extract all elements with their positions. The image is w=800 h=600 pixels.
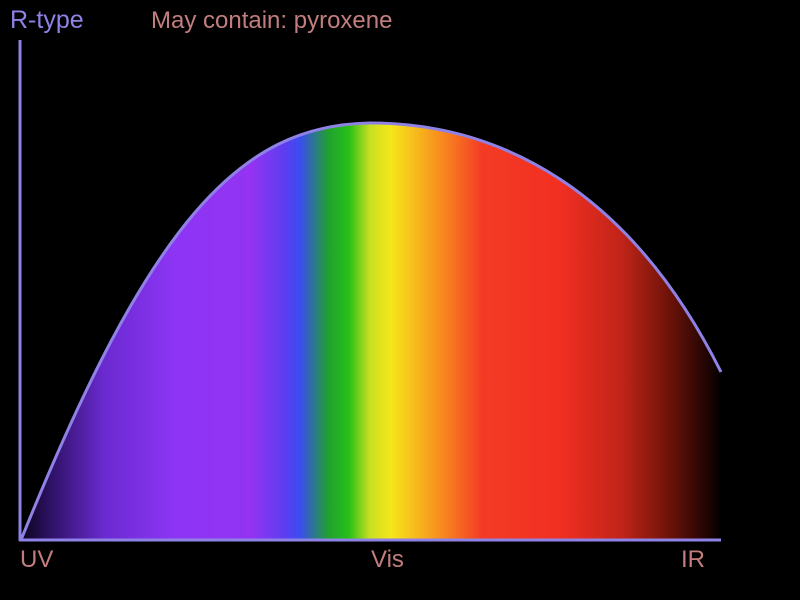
diagram-title: R-type: [10, 6, 84, 34]
diagram-subtitle: May contain: pyroxene: [151, 7, 393, 34]
reflectance-curve: [19, 121, 723, 541]
x-label-vis: Vis: [371, 546, 404, 573]
x-label-ir: IR: [681, 546, 705, 573]
spectrum-fill: [21, 123, 721, 540]
x-label-uv: UV: [20, 546, 54, 573]
